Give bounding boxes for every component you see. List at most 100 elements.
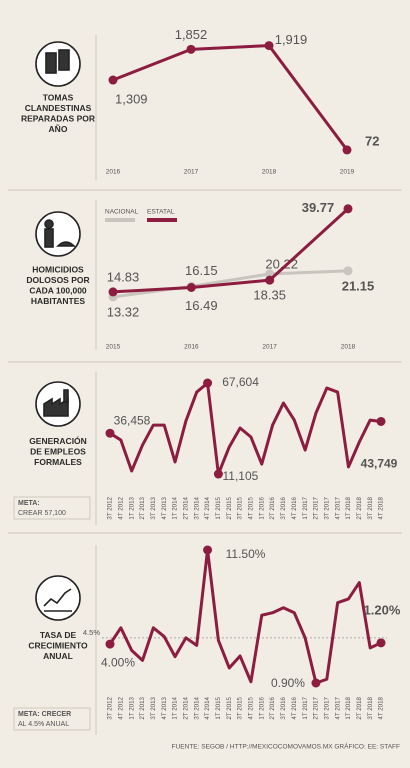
x-tick-label: 3T 2018 (367, 696, 374, 719)
panel-title: CLANDESTINAS (25, 103, 92, 113)
x-tick-label: 4T 2013 (161, 496, 168, 519)
x-tick-label: 3T 2014 (193, 496, 200, 519)
point (376, 416, 386, 426)
value-label: 1,919 (275, 32, 308, 47)
value-label: 11,105 (222, 469, 258, 483)
x-tick-label: 2018 (262, 169, 277, 176)
panel-title: ANUAL (43, 651, 73, 661)
value-label: 16.49 (185, 298, 218, 313)
x-tick-label: 1T 2013 (128, 696, 135, 719)
point (342, 145, 352, 155)
panel-title: HABITANTES (31, 296, 85, 306)
meta-box (13, 496, 91, 520)
x-tick-label: 4T 2014 (204, 696, 211, 719)
series-line (112, 207, 350, 294)
annotation: 1.20% (364, 602, 401, 617)
panel-title: DE EMPLEOS (30, 446, 86, 456)
x-tick-label: 1T 2016 (258, 696, 265, 719)
body (44, 228, 54, 248)
x-tick-label: 2T 2017 (313, 496, 320, 519)
x-tick-label: 3T 2015 (237, 496, 244, 519)
panel-title: GENERACIÓN (29, 435, 87, 446)
x-tick-label: 1T 2015 (215, 696, 222, 719)
footer: FUENTE: SEGOB / HTTP://MEXICOCOMOVAMOS.M… (172, 742, 400, 751)
x-tick-label: 3T 2013 (150, 496, 157, 519)
value-label: 4.00% (101, 655, 135, 669)
x-tick-label: 3T 2016 (280, 496, 287, 519)
x-tick-label: 1T 2017 (302, 696, 309, 719)
x-tick-label: 1T 2014 (172, 696, 179, 719)
value-label: 11.50% (226, 547, 266, 561)
value-label: 14.83 (107, 269, 140, 284)
x-tick-label: 2018 (341, 344, 356, 351)
value-label: 0.90% (271, 676, 305, 690)
legend-label: ESTATAL (147, 209, 175, 216)
growth-line (43, 588, 72, 607)
chimney (63, 389, 69, 403)
legend-label: NACIONAL (105, 209, 139, 216)
x-tick-label: 4T 2016 (291, 696, 298, 719)
panel-title: DOLOSOS POR (26, 275, 89, 285)
x-tick-label: 2T 2018 (356, 496, 363, 519)
point (213, 469, 223, 479)
barrel (58, 49, 70, 71)
x-tick-label: 2016 (184, 344, 199, 351)
panel-title: CRECIMIENTO (28, 640, 88, 650)
x-tick-label: 4T 2017 (334, 696, 341, 719)
x-tick-label: 3T 2017 (323, 696, 330, 719)
x-tick-label: 2017 (184, 169, 199, 176)
head (44, 219, 54, 229)
x-tick-label: 4T 2018 (378, 496, 385, 519)
x-tick-label: 4T 2017 (334, 496, 341, 519)
value-label: 1,309 (115, 91, 148, 106)
point (105, 428, 115, 438)
x-tick-label: 2T 2016 (269, 696, 276, 719)
x-tick-label: 2T 2014 (183, 696, 190, 719)
shape (56, 241, 76, 247)
x-tick-label: 3T 2017 (323, 496, 330, 519)
meta-box (13, 707, 91, 731)
x-tick-label: 2019 (340, 169, 355, 176)
meta-text: CREAR 57,100 (18, 510, 66, 517)
x-tick-label: 2T 2017 (313, 696, 320, 719)
x-tick-label: 4T 2012 (117, 696, 124, 719)
factory (43, 397, 69, 417)
x-tick-label: 3T 2012 (107, 496, 114, 519)
point (311, 678, 321, 688)
value-label: 72 (365, 133, 379, 148)
point (105, 639, 115, 649)
point (186, 283, 196, 292)
x-tick-label: 1T 2014 (172, 496, 179, 519)
x-tick-label: 2T 2014 (183, 496, 190, 519)
point (376, 638, 386, 648)
point (108, 75, 118, 85)
panel-title: CADA 100,000 (29, 286, 87, 296)
panel-title: AÑO (49, 124, 68, 134)
series-line (108, 548, 382, 685)
barrel (45, 52, 57, 74)
x-tick-label: 2T 2013 (139, 496, 146, 519)
panel-title: HOMICIDIOS (32, 265, 84, 275)
series-line (109, 381, 382, 476)
x-tick-label: 2T 2013 (139, 696, 146, 719)
x-tick-label: 2T 2015 (226, 696, 233, 719)
x-tick-label: 1T 2016 (258, 496, 265, 519)
x-tick-label: 2T 2018 (356, 696, 363, 719)
x-tick-label: 4T 2016 (291, 496, 298, 519)
panel-title: REPARADAS POR (21, 114, 95, 124)
value-label: 36,458 (114, 413, 151, 427)
point (343, 266, 353, 276)
dividers (8, 35, 402, 735)
reference-label: 4.5% (83, 628, 100, 637)
value-label: 67,604 (222, 375, 259, 389)
point (203, 378, 213, 388)
x-tick-label: 2015 (106, 344, 121, 351)
panel-title: TOMAS (43, 93, 74, 103)
meta-text: META: CRECER (18, 711, 71, 718)
point (203, 545, 213, 555)
x-tick-label: 3T 2015 (237, 696, 244, 719)
point (343, 204, 353, 214)
x-tick-label: 3T 2016 (280, 696, 287, 719)
point (264, 41, 274, 51)
